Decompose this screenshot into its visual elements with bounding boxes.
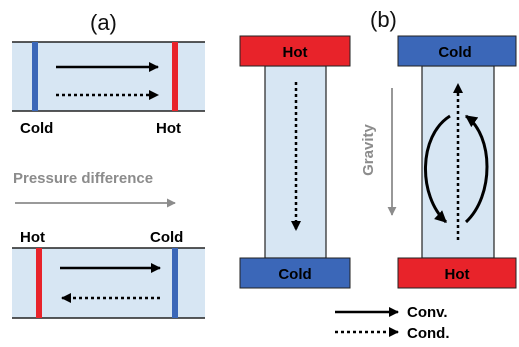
legend-conduction-label: Cond. <box>407 325 450 342</box>
top-hot-label: Hot <box>156 120 181 137</box>
right-cold-label: Cold <box>438 44 471 61</box>
panel-b-right-column <box>397 35 517 289</box>
left-hot-label: Hot <box>283 44 308 61</box>
panel-a-top-channel <box>12 41 205 112</box>
panel-b-left-column <box>239 35 351 289</box>
panel-b-label: (b) <box>370 7 397 32</box>
cold-wall <box>32 42 38 111</box>
convection-arrow-right <box>464 114 489 224</box>
panel-a-label: (a) <box>90 10 117 35</box>
cold-plate <box>397 35 517 67</box>
hot-wall <box>36 248 42 318</box>
top-cold-label: Cold <box>20 120 53 137</box>
hot-plate <box>397 257 517 289</box>
bottom-hot-label: Hot <box>20 229 45 246</box>
bottom-cold-label: Cold <box>150 229 183 246</box>
legend: Conv. Cond. <box>335 304 450 342</box>
cold-wall <box>172 248 178 318</box>
cold-plate <box>239 257 351 289</box>
hot-wall <box>172 42 178 111</box>
right-hot-label: Hot <box>445 266 470 283</box>
gravity-label: Gravity <box>360 123 377 175</box>
convection-arrow-left <box>424 114 451 224</box>
legend-convection-label: Conv. <box>407 304 448 321</box>
hot-plate <box>239 35 351 67</box>
panel-a-bottom-channel <box>12 247 205 319</box>
left-cold-label: Cold <box>278 266 311 283</box>
pressure-difference-label: Pressure difference <box>13 170 153 187</box>
